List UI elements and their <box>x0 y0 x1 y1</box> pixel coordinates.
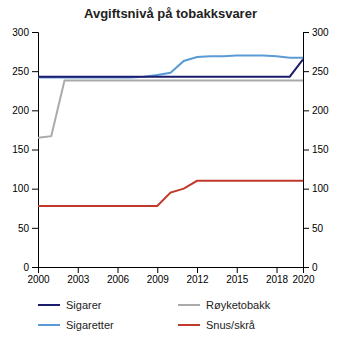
tick-mark <box>157 267 158 273</box>
tick-label: 100 <box>12 183 29 194</box>
tick-mark <box>78 267 79 273</box>
tick-mark <box>32 150 38 151</box>
tick: 200 <box>303 105 329 116</box>
tick-label: 2000 <box>27 274 50 285</box>
tick-label: 50 <box>312 223 324 234</box>
chart: 2000200320062009201220152018202005010015… <box>0 0 341 341</box>
tick-label: 300 <box>312 27 329 38</box>
tick: 2018 <box>266 267 289 285</box>
tick-label: 200 <box>312 105 329 116</box>
tick-label: 2006 <box>107 274 130 285</box>
tick-label: 2015 <box>226 274 249 285</box>
y-axis: 0 50 100 150 200 250 300 <box>12 27 38 273</box>
tick-label: 200 <box>12 105 29 116</box>
tick-mark <box>32 189 38 190</box>
line <box>38 81 303 138</box>
tick-label: 2012 <box>186 274 209 285</box>
tick-mark <box>303 267 309 268</box>
line <box>38 59 303 76</box>
tick-label: 150 <box>312 144 329 155</box>
tick-label: 2009 <box>147 274 170 285</box>
plot: 2000200320062009201220152018202005010015… <box>12 27 329 285</box>
tick-mark <box>32 110 38 111</box>
x-axis: 2000 2003 2006 2009 2012 2015 20182020 <box>27 267 315 285</box>
axis-line <box>32 33 39 268</box>
axis-line <box>39 268 304 274</box>
tick-label: 250 <box>312 66 329 77</box>
line <box>38 181 303 206</box>
tick: 2006 <box>107 267 130 285</box>
tick-label: 0 <box>23 262 29 273</box>
tick-mark <box>303 110 309 111</box>
tick-mark <box>32 71 38 72</box>
tick-mark <box>32 228 38 229</box>
tick-mark <box>32 267 38 268</box>
tick: 300 <box>303 27 329 38</box>
tick: 0 <box>303 262 318 273</box>
tick-label: 250 <box>12 66 29 77</box>
tick: 0 <box>23 262 38 273</box>
tick: 100 <box>12 183 38 194</box>
tick: 2015 <box>226 267 249 285</box>
tick: 150 <box>303 144 329 155</box>
tick: 2012 <box>186 267 209 285</box>
lines <box>38 56 303 206</box>
legend-label: Sigarer <box>66 299 102 311</box>
tick-mark <box>303 189 309 190</box>
tick: 50 <box>18 223 38 234</box>
legend-label: Sigaretter <box>66 319 114 331</box>
tick-mark <box>197 267 198 273</box>
tick: 300 <box>12 27 38 38</box>
y2-axis: 0 50 100 150 200 250 300 <box>303 27 329 273</box>
legend: Sigarer Røyketobakk Sigaretter Snus/skrå <box>38 299 271 331</box>
legend-swatch <box>178 304 200 306</box>
tick-label: 2020 <box>292 274 315 285</box>
legend-swatch <box>38 324 60 326</box>
tick: 150 <box>12 144 38 155</box>
tick: 2000 <box>27 267 50 285</box>
legend-item: Sigaretter <box>38 319 114 331</box>
tick-mark <box>303 71 309 72</box>
legend-label: Røyketobakk <box>206 299 271 311</box>
tick-label: 2018 <box>266 274 289 285</box>
tick-mark <box>32 32 38 33</box>
tick-mark <box>118 267 119 273</box>
tick-mark <box>277 267 278 273</box>
title: Avgiftsnivå på tobakksvarer <box>84 6 257 21</box>
tick: 2003 <box>67 267 90 285</box>
legend-item: Snus/skrå <box>178 319 256 331</box>
tick: 250 <box>12 66 38 77</box>
tick-mark <box>303 32 309 33</box>
line <box>38 56 303 78</box>
tick: 2009 <box>147 267 170 285</box>
tick-label: 100 <box>312 183 329 194</box>
tick-mark <box>303 228 309 229</box>
tick: 50 <box>303 223 324 234</box>
legend-swatch <box>178 324 200 326</box>
tick-label: 2003 <box>67 274 90 285</box>
tick-mark <box>303 150 309 151</box>
tick: 200 <box>12 105 38 116</box>
tick: 100 <box>303 183 329 194</box>
tick-label: 0 <box>312 262 318 273</box>
tick-label: 50 <box>18 223 30 234</box>
legend-label: Snus/skrå <box>206 319 256 331</box>
tick-label: 150 <box>12 144 29 155</box>
tick: 250 <box>303 66 329 77</box>
tick-mark <box>237 267 238 273</box>
legend-item: Sigarer <box>38 299 102 311</box>
axis-line <box>304 33 310 268</box>
legend-item: Røyketobakk <box>178 299 271 311</box>
tick-label: 300 <box>12 27 29 38</box>
legend-swatch <box>38 304 60 306</box>
